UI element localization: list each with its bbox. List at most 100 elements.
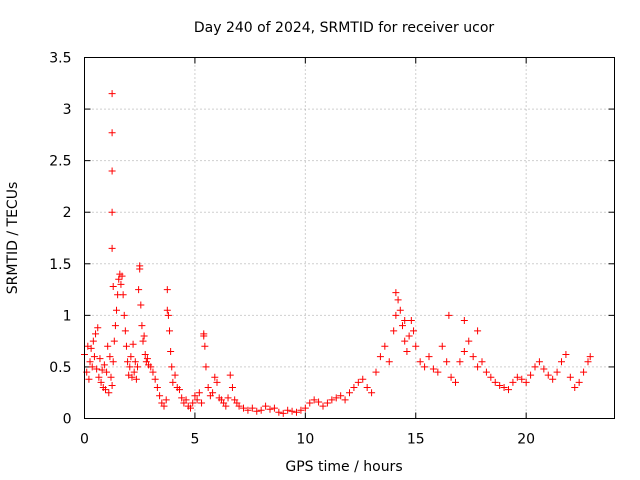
data-point (346, 389, 353, 397)
data-point (105, 389, 113, 397)
data-point (584, 358, 592, 366)
data-point (447, 373, 455, 381)
data-point (138, 322, 146, 330)
data-point (350, 384, 358, 392)
data-point (124, 358, 132, 366)
data-point (465, 337, 473, 345)
data-point (164, 311, 172, 319)
data-point (460, 317, 468, 325)
data-point (122, 342, 130, 350)
data-point (189, 399, 197, 407)
data-point (85, 375, 93, 383)
data-point (115, 275, 123, 283)
data-point (108, 129, 116, 137)
data-point (297, 406, 305, 414)
data-point (193, 396, 201, 404)
data-point (95, 373, 103, 381)
data-point (456, 358, 464, 366)
data-point (127, 353, 135, 361)
data-point (445, 311, 453, 319)
data-point (469, 353, 477, 361)
data-point (474, 363, 482, 371)
data-point (136, 262, 144, 270)
data-point (396, 306, 404, 314)
data-point (198, 399, 206, 407)
y-tick-label: 1 (63, 308, 72, 324)
plot-frame (84, 57, 615, 419)
data-point (213, 378, 221, 386)
y-axis-label: SRMTID / TECUs (5, 182, 21, 295)
data-point (394, 296, 402, 304)
data-point (385, 358, 393, 366)
data-point (487, 373, 495, 381)
data-point (513, 373, 521, 381)
data-point (137, 301, 145, 309)
data-point (119, 291, 127, 299)
data-point (134, 363, 141, 371)
data-point (103, 368, 111, 376)
data-point (92, 330, 100, 338)
data-point (244, 406, 252, 414)
data-point (89, 337, 97, 345)
data-point (135, 286, 143, 294)
data-point (109, 282, 117, 290)
data-point (166, 327, 174, 335)
data-point (368, 389, 376, 397)
data-point (108, 381, 116, 389)
data-point (509, 378, 517, 386)
data-point (257, 406, 265, 414)
data-point (482, 368, 490, 376)
data-point (187, 404, 194, 412)
data-point (544, 371, 552, 379)
data-point (167, 347, 175, 355)
data-point (425, 353, 433, 361)
data-point (443, 358, 451, 366)
data-point (96, 355, 104, 363)
data-points (81, 90, 594, 417)
data-point (496, 381, 504, 389)
data-point (341, 396, 349, 404)
data-point (478, 358, 486, 366)
data-point (270, 404, 278, 412)
data-point (131, 358, 139, 366)
data-point (531, 363, 539, 371)
data-point (429, 365, 437, 373)
data-point (438, 342, 446, 350)
data-point (306, 399, 314, 407)
data-point (410, 327, 418, 335)
data-point (109, 358, 117, 366)
data-point (202, 363, 210, 371)
data-point (392, 311, 400, 319)
data-point (175, 386, 183, 394)
data-point (553, 368, 561, 376)
data-point (376, 353, 384, 361)
data-point (253, 407, 261, 415)
data-point (106, 353, 114, 361)
data-point (549, 375, 557, 383)
data-point (301, 404, 309, 412)
y-tick-label: 0 (63, 412, 72, 428)
data-point (224, 394, 232, 402)
data-point (337, 392, 345, 400)
data-point (163, 306, 171, 314)
y-tick-label: 2 (63, 205, 72, 221)
data-point (399, 322, 406, 330)
data-point (97, 378, 105, 386)
data-point (412, 342, 420, 350)
data-point (293, 408, 300, 416)
data-point (222, 402, 230, 410)
data-point (104, 342, 112, 350)
data-point (434, 368, 442, 376)
chart-title: Day 240 of 2024, SRMTID for receiver uco… (194, 20, 495, 36)
data-point (262, 402, 270, 410)
data-point (505, 386, 512, 394)
data-point (101, 386, 109, 394)
data-point (235, 402, 243, 410)
data-point (160, 402, 168, 410)
data-point (562, 351, 570, 359)
data-point (284, 406, 292, 414)
data-point (275, 408, 283, 416)
data-point (153, 384, 161, 392)
